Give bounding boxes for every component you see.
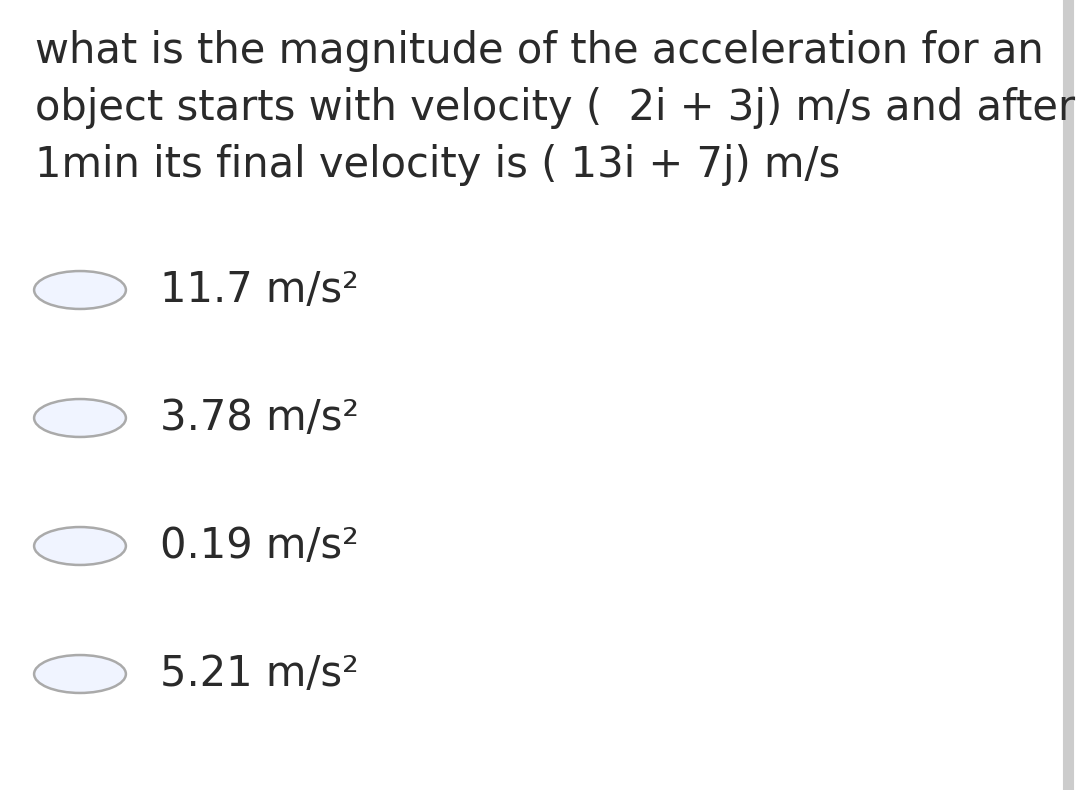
Text: 11.7 m/s²: 11.7 m/s² [160,269,359,311]
Text: what is the magnitude of the acceleration for an
object starts with velocity (  : what is the magnitude of the acceleratio… [35,30,1075,186]
Text: 5.21 m/s²: 5.21 m/s² [160,653,359,695]
Text: 0.19 m/s²: 0.19 m/s² [160,525,359,567]
Ellipse shape [35,655,126,693]
Ellipse shape [35,527,126,565]
Text: 3.78 m/s²: 3.78 m/s² [160,397,359,439]
Ellipse shape [35,271,126,309]
Ellipse shape [35,399,126,437]
